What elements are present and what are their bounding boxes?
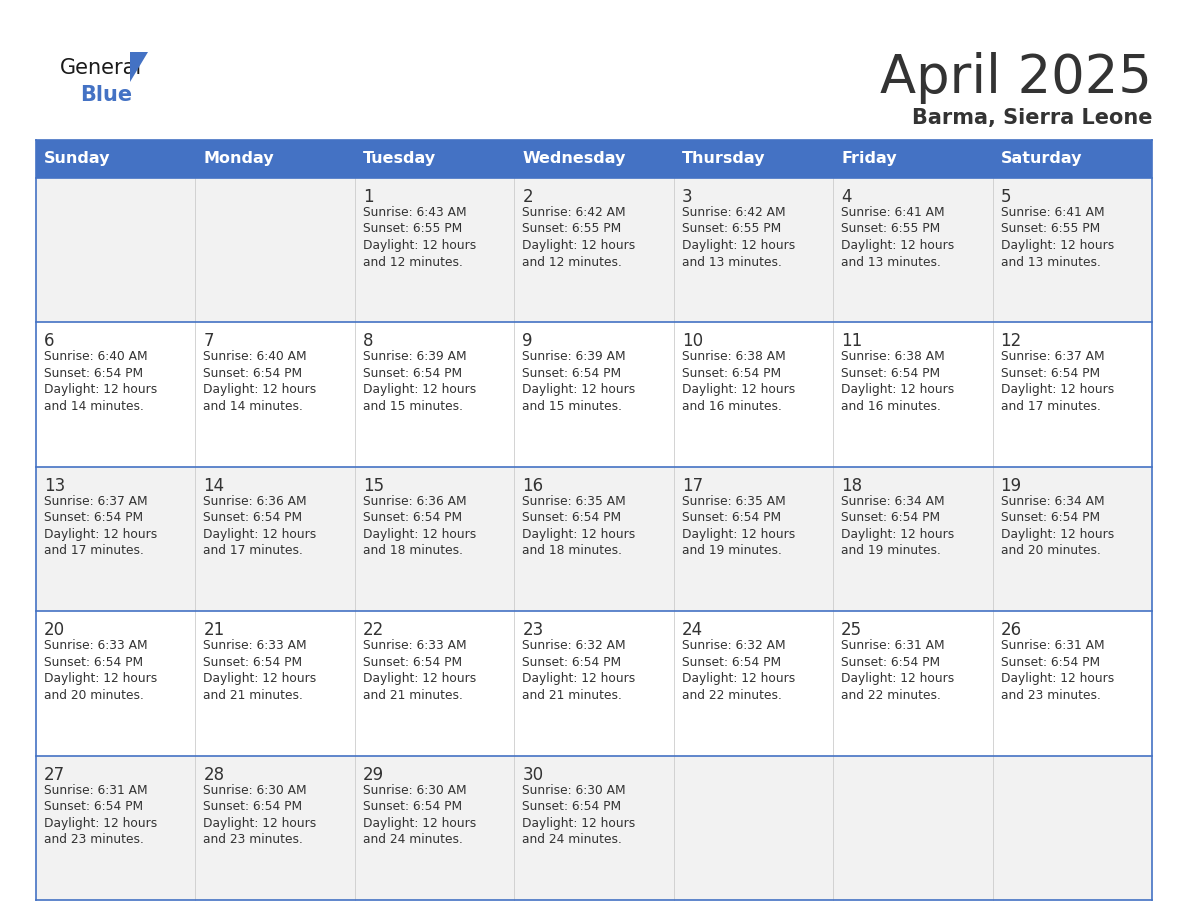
- Text: Barma, Sierra Leone: Barma, Sierra Leone: [911, 108, 1152, 128]
- Text: 5: 5: [1000, 188, 1011, 206]
- Text: General: General: [61, 58, 143, 78]
- Text: Sunrise: 6:33 AM
Sunset: 6:54 PM
Daylight: 12 hours
and 21 minutes.: Sunrise: 6:33 AM Sunset: 6:54 PM Dayligh…: [203, 639, 317, 701]
- Text: 18: 18: [841, 476, 862, 495]
- Text: 28: 28: [203, 766, 225, 784]
- Text: 27: 27: [44, 766, 65, 784]
- Text: Sunrise: 6:38 AM
Sunset: 6:54 PM
Daylight: 12 hours
and 16 minutes.: Sunrise: 6:38 AM Sunset: 6:54 PM Dayligh…: [682, 351, 795, 413]
- Text: 11: 11: [841, 332, 862, 351]
- Bar: [36, 756, 1152, 900]
- Text: Sunrise: 6:41 AM
Sunset: 6:55 PM
Daylight: 12 hours
and 13 minutes.: Sunrise: 6:41 AM Sunset: 6:55 PM Dayligh…: [841, 206, 954, 268]
- Text: 12: 12: [1000, 332, 1022, 351]
- Text: Blue: Blue: [80, 85, 132, 105]
- Text: 19: 19: [1000, 476, 1022, 495]
- Text: 3: 3: [682, 188, 693, 206]
- Text: Friday: Friday: [841, 151, 897, 166]
- Text: 15: 15: [362, 476, 384, 495]
- Text: 6: 6: [44, 332, 55, 351]
- Text: Sunrise: 6:42 AM
Sunset: 6:55 PM
Daylight: 12 hours
and 12 minutes.: Sunrise: 6:42 AM Sunset: 6:55 PM Dayligh…: [523, 206, 636, 268]
- Text: Sunrise: 6:38 AM
Sunset: 6:54 PM
Daylight: 12 hours
and 16 minutes.: Sunrise: 6:38 AM Sunset: 6:54 PM Dayligh…: [841, 351, 954, 413]
- Text: Wednesday: Wednesday: [523, 151, 626, 166]
- Text: Monday: Monday: [203, 151, 274, 166]
- Text: 9: 9: [523, 332, 532, 351]
- Text: Sunday: Sunday: [44, 151, 110, 166]
- Text: Sunrise: 6:37 AM
Sunset: 6:54 PM
Daylight: 12 hours
and 17 minutes.: Sunrise: 6:37 AM Sunset: 6:54 PM Dayligh…: [44, 495, 157, 557]
- Text: Saturday: Saturday: [1000, 151, 1082, 166]
- Text: Sunrise: 6:39 AM
Sunset: 6:54 PM
Daylight: 12 hours
and 15 minutes.: Sunrise: 6:39 AM Sunset: 6:54 PM Dayligh…: [362, 351, 476, 413]
- Text: Sunrise: 6:30 AM
Sunset: 6:54 PM
Daylight: 12 hours
and 24 minutes.: Sunrise: 6:30 AM Sunset: 6:54 PM Dayligh…: [523, 784, 636, 846]
- Text: Sunrise: 6:36 AM
Sunset: 6:54 PM
Daylight: 12 hours
and 18 minutes.: Sunrise: 6:36 AM Sunset: 6:54 PM Dayligh…: [362, 495, 476, 557]
- Text: 21: 21: [203, 621, 225, 639]
- Text: Sunrise: 6:40 AM
Sunset: 6:54 PM
Daylight: 12 hours
and 14 minutes.: Sunrise: 6:40 AM Sunset: 6:54 PM Dayligh…: [44, 351, 157, 413]
- Text: 4: 4: [841, 188, 852, 206]
- Text: 10: 10: [682, 332, 703, 351]
- Text: Sunrise: 6:35 AM
Sunset: 6:54 PM
Daylight: 12 hours
and 18 minutes.: Sunrise: 6:35 AM Sunset: 6:54 PM Dayligh…: [523, 495, 636, 557]
- Text: 2: 2: [523, 188, 533, 206]
- Text: 13: 13: [44, 476, 65, 495]
- Bar: [36, 178, 1152, 322]
- Text: Thursday: Thursday: [682, 151, 765, 166]
- Text: Sunrise: 6:35 AM
Sunset: 6:54 PM
Daylight: 12 hours
and 19 minutes.: Sunrise: 6:35 AM Sunset: 6:54 PM Dayligh…: [682, 495, 795, 557]
- Text: 8: 8: [362, 332, 373, 351]
- Text: 17: 17: [682, 476, 703, 495]
- Bar: [36, 322, 1152, 466]
- Text: 25: 25: [841, 621, 862, 639]
- Text: 29: 29: [362, 766, 384, 784]
- Text: Sunrise: 6:30 AM
Sunset: 6:54 PM
Daylight: 12 hours
and 23 minutes.: Sunrise: 6:30 AM Sunset: 6:54 PM Dayligh…: [203, 784, 317, 846]
- Text: Sunrise: 6:43 AM
Sunset: 6:55 PM
Daylight: 12 hours
and 12 minutes.: Sunrise: 6:43 AM Sunset: 6:55 PM Dayligh…: [362, 206, 476, 268]
- Text: 23: 23: [523, 621, 544, 639]
- Text: Sunrise: 6:31 AM
Sunset: 6:54 PM
Daylight: 12 hours
and 23 minutes.: Sunrise: 6:31 AM Sunset: 6:54 PM Dayligh…: [1000, 639, 1114, 701]
- Text: Sunrise: 6:39 AM
Sunset: 6:54 PM
Daylight: 12 hours
and 15 minutes.: Sunrise: 6:39 AM Sunset: 6:54 PM Dayligh…: [523, 351, 636, 413]
- Bar: [36, 140, 1152, 178]
- Text: Sunrise: 6:34 AM
Sunset: 6:54 PM
Daylight: 12 hours
and 19 minutes.: Sunrise: 6:34 AM Sunset: 6:54 PM Dayligh…: [841, 495, 954, 557]
- Text: Sunrise: 6:40 AM
Sunset: 6:54 PM
Daylight: 12 hours
and 14 minutes.: Sunrise: 6:40 AM Sunset: 6:54 PM Dayligh…: [203, 351, 317, 413]
- Text: 16: 16: [523, 476, 543, 495]
- Text: Sunrise: 6:34 AM
Sunset: 6:54 PM
Daylight: 12 hours
and 20 minutes.: Sunrise: 6:34 AM Sunset: 6:54 PM Dayligh…: [1000, 495, 1114, 557]
- Text: Sunrise: 6:31 AM
Sunset: 6:54 PM
Daylight: 12 hours
and 22 minutes.: Sunrise: 6:31 AM Sunset: 6:54 PM Dayligh…: [841, 639, 954, 701]
- Text: Sunrise: 6:32 AM
Sunset: 6:54 PM
Daylight: 12 hours
and 21 minutes.: Sunrise: 6:32 AM Sunset: 6:54 PM Dayligh…: [523, 639, 636, 701]
- Polygon shape: [129, 52, 148, 82]
- Text: 30: 30: [523, 766, 543, 784]
- Text: Tuesday: Tuesday: [362, 151, 436, 166]
- Text: Sunrise: 6:37 AM
Sunset: 6:54 PM
Daylight: 12 hours
and 17 minutes.: Sunrise: 6:37 AM Sunset: 6:54 PM Dayligh…: [1000, 351, 1114, 413]
- Text: 24: 24: [682, 621, 703, 639]
- Text: April 2025: April 2025: [880, 52, 1152, 104]
- Text: Sunrise: 6:33 AM
Sunset: 6:54 PM
Daylight: 12 hours
and 20 minutes.: Sunrise: 6:33 AM Sunset: 6:54 PM Dayligh…: [44, 639, 157, 701]
- Text: Sunrise: 6:32 AM
Sunset: 6:54 PM
Daylight: 12 hours
and 22 minutes.: Sunrise: 6:32 AM Sunset: 6:54 PM Dayligh…: [682, 639, 795, 701]
- Text: Sunrise: 6:36 AM
Sunset: 6:54 PM
Daylight: 12 hours
and 17 minutes.: Sunrise: 6:36 AM Sunset: 6:54 PM Dayligh…: [203, 495, 317, 557]
- Text: Sunrise: 6:33 AM
Sunset: 6:54 PM
Daylight: 12 hours
and 21 minutes.: Sunrise: 6:33 AM Sunset: 6:54 PM Dayligh…: [362, 639, 476, 701]
- Text: Sunrise: 6:42 AM
Sunset: 6:55 PM
Daylight: 12 hours
and 13 minutes.: Sunrise: 6:42 AM Sunset: 6:55 PM Dayligh…: [682, 206, 795, 268]
- Bar: [36, 611, 1152, 756]
- Text: Sunrise: 6:41 AM
Sunset: 6:55 PM
Daylight: 12 hours
and 13 minutes.: Sunrise: 6:41 AM Sunset: 6:55 PM Dayligh…: [1000, 206, 1114, 268]
- Bar: [36, 466, 1152, 611]
- Text: 14: 14: [203, 476, 225, 495]
- Text: Sunrise: 6:30 AM
Sunset: 6:54 PM
Daylight: 12 hours
and 24 minutes.: Sunrise: 6:30 AM Sunset: 6:54 PM Dayligh…: [362, 784, 476, 846]
- Text: 26: 26: [1000, 621, 1022, 639]
- Text: 22: 22: [362, 621, 384, 639]
- Text: 20: 20: [44, 621, 65, 639]
- Text: Sunrise: 6:31 AM
Sunset: 6:54 PM
Daylight: 12 hours
and 23 minutes.: Sunrise: 6:31 AM Sunset: 6:54 PM Dayligh…: [44, 784, 157, 846]
- Text: 1: 1: [362, 188, 373, 206]
- Text: 7: 7: [203, 332, 214, 351]
